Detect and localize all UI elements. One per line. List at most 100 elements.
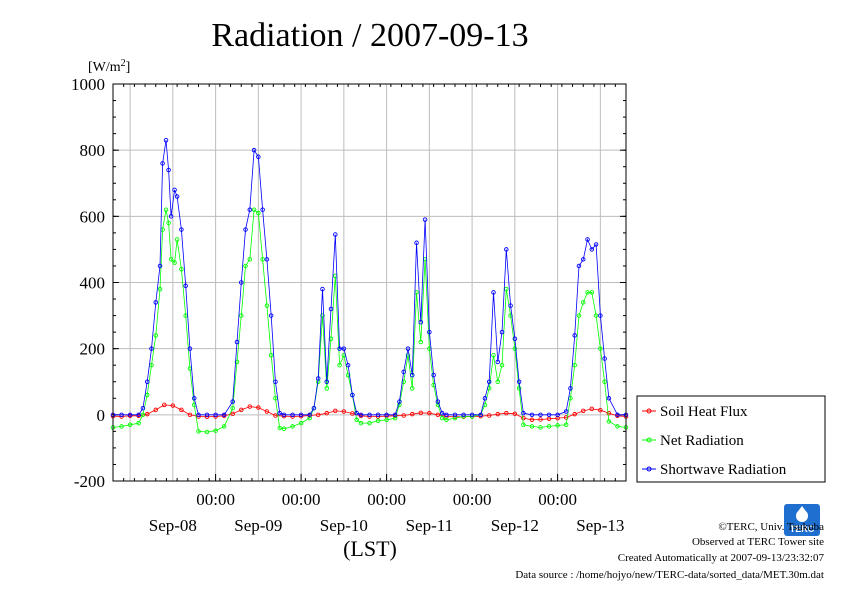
data-point bbox=[337, 346, 342, 351]
data-point bbox=[350, 411, 355, 416]
data-point bbox=[260, 257, 265, 262]
data-point bbox=[563, 415, 569, 420]
data-point bbox=[401, 369, 406, 375]
data-point bbox=[572, 362, 577, 368]
data-point bbox=[581, 257, 586, 262]
data-point bbox=[512, 411, 518, 417]
data-point bbox=[392, 412, 398, 418]
data-point bbox=[179, 267, 184, 272]
data-point bbox=[136, 412, 141, 418]
data-point bbox=[127, 422, 133, 428]
y-tick-label: 1000 bbox=[71, 75, 105, 94]
data-point bbox=[315, 376, 321, 381]
data-point bbox=[256, 405, 261, 410]
data-point bbox=[555, 423, 560, 428]
y-axis-ticks: -200 0 200 400 600 800 1000 bbox=[71, 75, 626, 491]
data-point bbox=[508, 313, 513, 318]
data-point bbox=[196, 412, 201, 418]
y-tick-label: 0 bbox=[97, 406, 106, 425]
data-point bbox=[576, 313, 582, 318]
data-point bbox=[136, 420, 141, 426]
data-point bbox=[563, 409, 569, 414]
data-point bbox=[538, 425, 543, 430]
data-point bbox=[311, 405, 317, 411]
series-shortwave-radiation bbox=[110, 137, 629, 418]
data-point bbox=[243, 263, 248, 269]
data-point bbox=[324, 379, 330, 385]
data-point bbox=[512, 336, 518, 341]
data-point bbox=[187, 412, 193, 418]
data-point bbox=[593, 313, 599, 318]
data-point bbox=[168, 257, 174, 262]
data-point bbox=[119, 424, 124, 429]
data-point bbox=[606, 419, 612, 424]
data-point bbox=[183, 283, 188, 289]
credit-created: Created Automatically at 2007-09-13/23:3… bbox=[617, 552, 824, 564]
data-point bbox=[221, 424, 227, 429]
x-date-label: Sep-09 bbox=[234, 516, 282, 535]
data-point bbox=[495, 379, 501, 385]
data-point bbox=[427, 329, 432, 335]
data-point bbox=[478, 412, 483, 418]
terc-logo: TERC bbox=[784, 504, 820, 536]
x-tick-label: 00:00 bbox=[367, 490, 406, 509]
data-point bbox=[174, 237, 180, 242]
data-point bbox=[491, 353, 496, 358]
data-point bbox=[174, 194, 180, 199]
data-point bbox=[589, 247, 595, 252]
data-point bbox=[166, 167, 171, 173]
data-point bbox=[243, 227, 248, 232]
data-point bbox=[439, 415, 445, 421]
data-point bbox=[598, 407, 603, 413]
data-point bbox=[119, 412, 124, 418]
data-point bbox=[320, 313, 325, 318]
data-point bbox=[521, 422, 526, 428]
data-point bbox=[495, 411, 501, 417]
data-point bbox=[589, 290, 595, 295]
data-point bbox=[538, 417, 543, 422]
data-point bbox=[256, 154, 261, 160]
data-point bbox=[160, 161, 165, 166]
data-point bbox=[345, 362, 351, 368]
legend-swatch-marker bbox=[646, 437, 652, 443]
data-point bbox=[328, 306, 334, 312]
data-point bbox=[563, 422, 569, 428]
series-soil-heat-flux bbox=[110, 402, 629, 423]
y-tick-label: 400 bbox=[80, 274, 106, 293]
data-point bbox=[238, 407, 244, 413]
data-point bbox=[435, 412, 441, 418]
data-point bbox=[324, 410, 330, 416]
data-point bbox=[234, 339, 240, 345]
data-point bbox=[264, 257, 270, 262]
data-point bbox=[341, 409, 347, 414]
y-tick-label: -200 bbox=[74, 472, 105, 491]
data-point bbox=[153, 333, 158, 338]
data-point bbox=[572, 411, 577, 417]
data-point bbox=[375, 418, 381, 424]
data-point bbox=[405, 353, 411, 358]
data-point bbox=[290, 412, 295, 418]
data-point bbox=[538, 412, 543, 418]
data-point bbox=[593, 242, 599, 247]
data-point bbox=[482, 396, 488, 401]
plot-frame bbox=[112, 83, 627, 482]
data-point bbox=[452, 412, 458, 418]
data-point bbox=[367, 420, 372, 426]
terc-logo-text: TERC bbox=[790, 524, 815, 534]
data-point bbox=[367, 412, 372, 418]
data-point bbox=[516, 379, 522, 385]
data-point bbox=[320, 286, 325, 292]
y-tick-label: 800 bbox=[80, 141, 106, 160]
data-point bbox=[384, 417, 389, 423]
y-axis-unit-label: [W/m2] bbox=[88, 58, 130, 76]
data-point bbox=[238, 280, 244, 285]
data-point bbox=[414, 240, 419, 246]
data-point bbox=[585, 237, 590, 242]
data-point bbox=[230, 399, 235, 404]
x-date-label: Sep-10 bbox=[320, 516, 368, 535]
series-net-radiation bbox=[110, 207, 629, 435]
data-point bbox=[461, 412, 466, 418]
data-point bbox=[486, 379, 492, 385]
legend-swatch-marker bbox=[646, 408, 652, 414]
